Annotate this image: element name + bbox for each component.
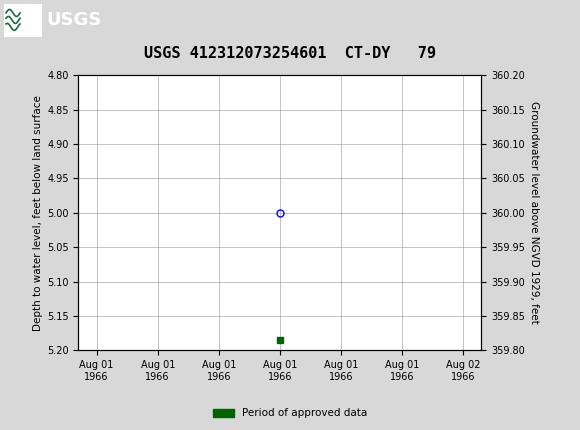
Text: USGS 412312073254601  CT-DY   79: USGS 412312073254601 CT-DY 79: [144, 46, 436, 61]
Y-axis label: Depth to water level, feet below land surface: Depth to water level, feet below land su…: [33, 95, 43, 331]
Bar: [4, 4, 42, 37]
Y-axis label: Groundwater level above NGVD 1929, feet: Groundwater level above NGVD 1929, feet: [529, 101, 539, 324]
Legend: Period of approved data: Period of approved data: [209, 404, 371, 423]
Text: USGS: USGS: [46, 12, 102, 29]
